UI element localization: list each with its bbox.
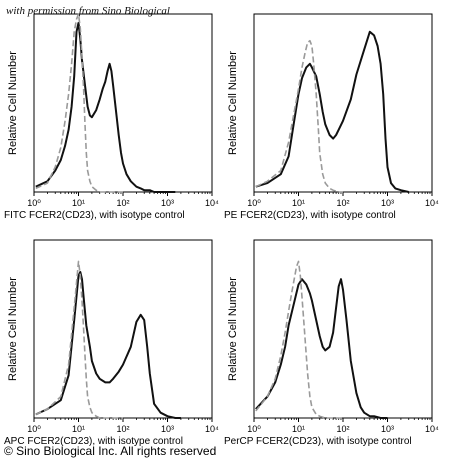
x-tick-label: 10² xyxy=(116,424,129,434)
x-tick-label: 10⁴ xyxy=(205,198,219,208)
isotype-control-curve xyxy=(35,13,123,193)
copyright-footer: © Sino Biological Inc. All rights reserv… xyxy=(4,444,217,458)
x-tick-label: 10⁴ xyxy=(425,198,439,208)
x-tick-label: 10¹ xyxy=(72,424,85,434)
histogram-panel-4: 10⁰ 10¹ 10² 10³ 10⁴ PerCP FCER2(CD23), with i… xyxy=(224,239,439,447)
x-tick-label: 10³ xyxy=(381,424,394,434)
histogram-panel-1: 10⁰ 10¹ 10² 10³ 10⁴ FITC FCER2(CD23), with is… xyxy=(4,13,219,221)
sample-curve xyxy=(35,271,181,419)
x-tick-label: 10⁰ xyxy=(27,424,41,434)
x-tick-label: 10² xyxy=(336,424,349,434)
plot-frame xyxy=(253,239,433,419)
histogram-panel-2: 10⁰ 10¹ 10² 10³ 10⁴ PE FCER2(CD23), with isot… xyxy=(224,13,439,221)
plot-frame xyxy=(33,239,213,419)
isotype-control-curve xyxy=(255,39,343,193)
x-tick-label: 10¹ xyxy=(72,198,85,208)
x-tick-label: 10⁴ xyxy=(205,424,219,434)
histogram-panel-3: 10⁰ 10¹ 10² 10³ 10⁴ APC FCER2(CD23), with iso… xyxy=(4,239,219,447)
x-axis-label: APC FCER2(CD23), with isotype control xyxy=(4,436,183,447)
x-tick-label: 10³ xyxy=(161,424,174,434)
x-tick-label: 10¹ xyxy=(292,424,305,434)
x-tick-label: 10³ xyxy=(381,198,394,208)
x-axis-label: PerCP FCER2(CD23), with isotype control xyxy=(224,436,412,447)
x-tick-label: 10⁰ xyxy=(27,198,41,208)
sample-curve xyxy=(35,21,176,193)
x-tick-label: 10⁴ xyxy=(425,424,439,434)
x-tick-label: 10² xyxy=(336,198,349,208)
y-axis-label: Relative Cell Number xyxy=(7,51,19,155)
y-axis-label: Relative Cell Number xyxy=(227,277,239,381)
watermark-text: with permission from Sino Biological xyxy=(6,5,170,17)
sample-curve xyxy=(255,278,388,419)
x-tick-label: 10⁰ xyxy=(247,198,261,208)
y-axis-label: Relative Cell Number xyxy=(227,51,239,155)
x-tick-label: 10² xyxy=(116,198,129,208)
x-axis-label: PE FCER2(CD23), with isotype control xyxy=(224,210,396,221)
x-tick-label: 10³ xyxy=(161,198,174,208)
plot-frame xyxy=(253,13,433,193)
y-axis-label: Relative Cell Number xyxy=(7,277,19,381)
isotype-control-curve xyxy=(35,260,123,419)
x-tick-label: 10¹ xyxy=(292,198,305,208)
isotype-control-curve xyxy=(255,260,343,419)
sample-curve xyxy=(255,30,409,193)
x-tick-label: 10⁰ xyxy=(247,424,261,434)
x-axis-label: FITC FCER2(CD23), with isotype control xyxy=(4,210,185,221)
